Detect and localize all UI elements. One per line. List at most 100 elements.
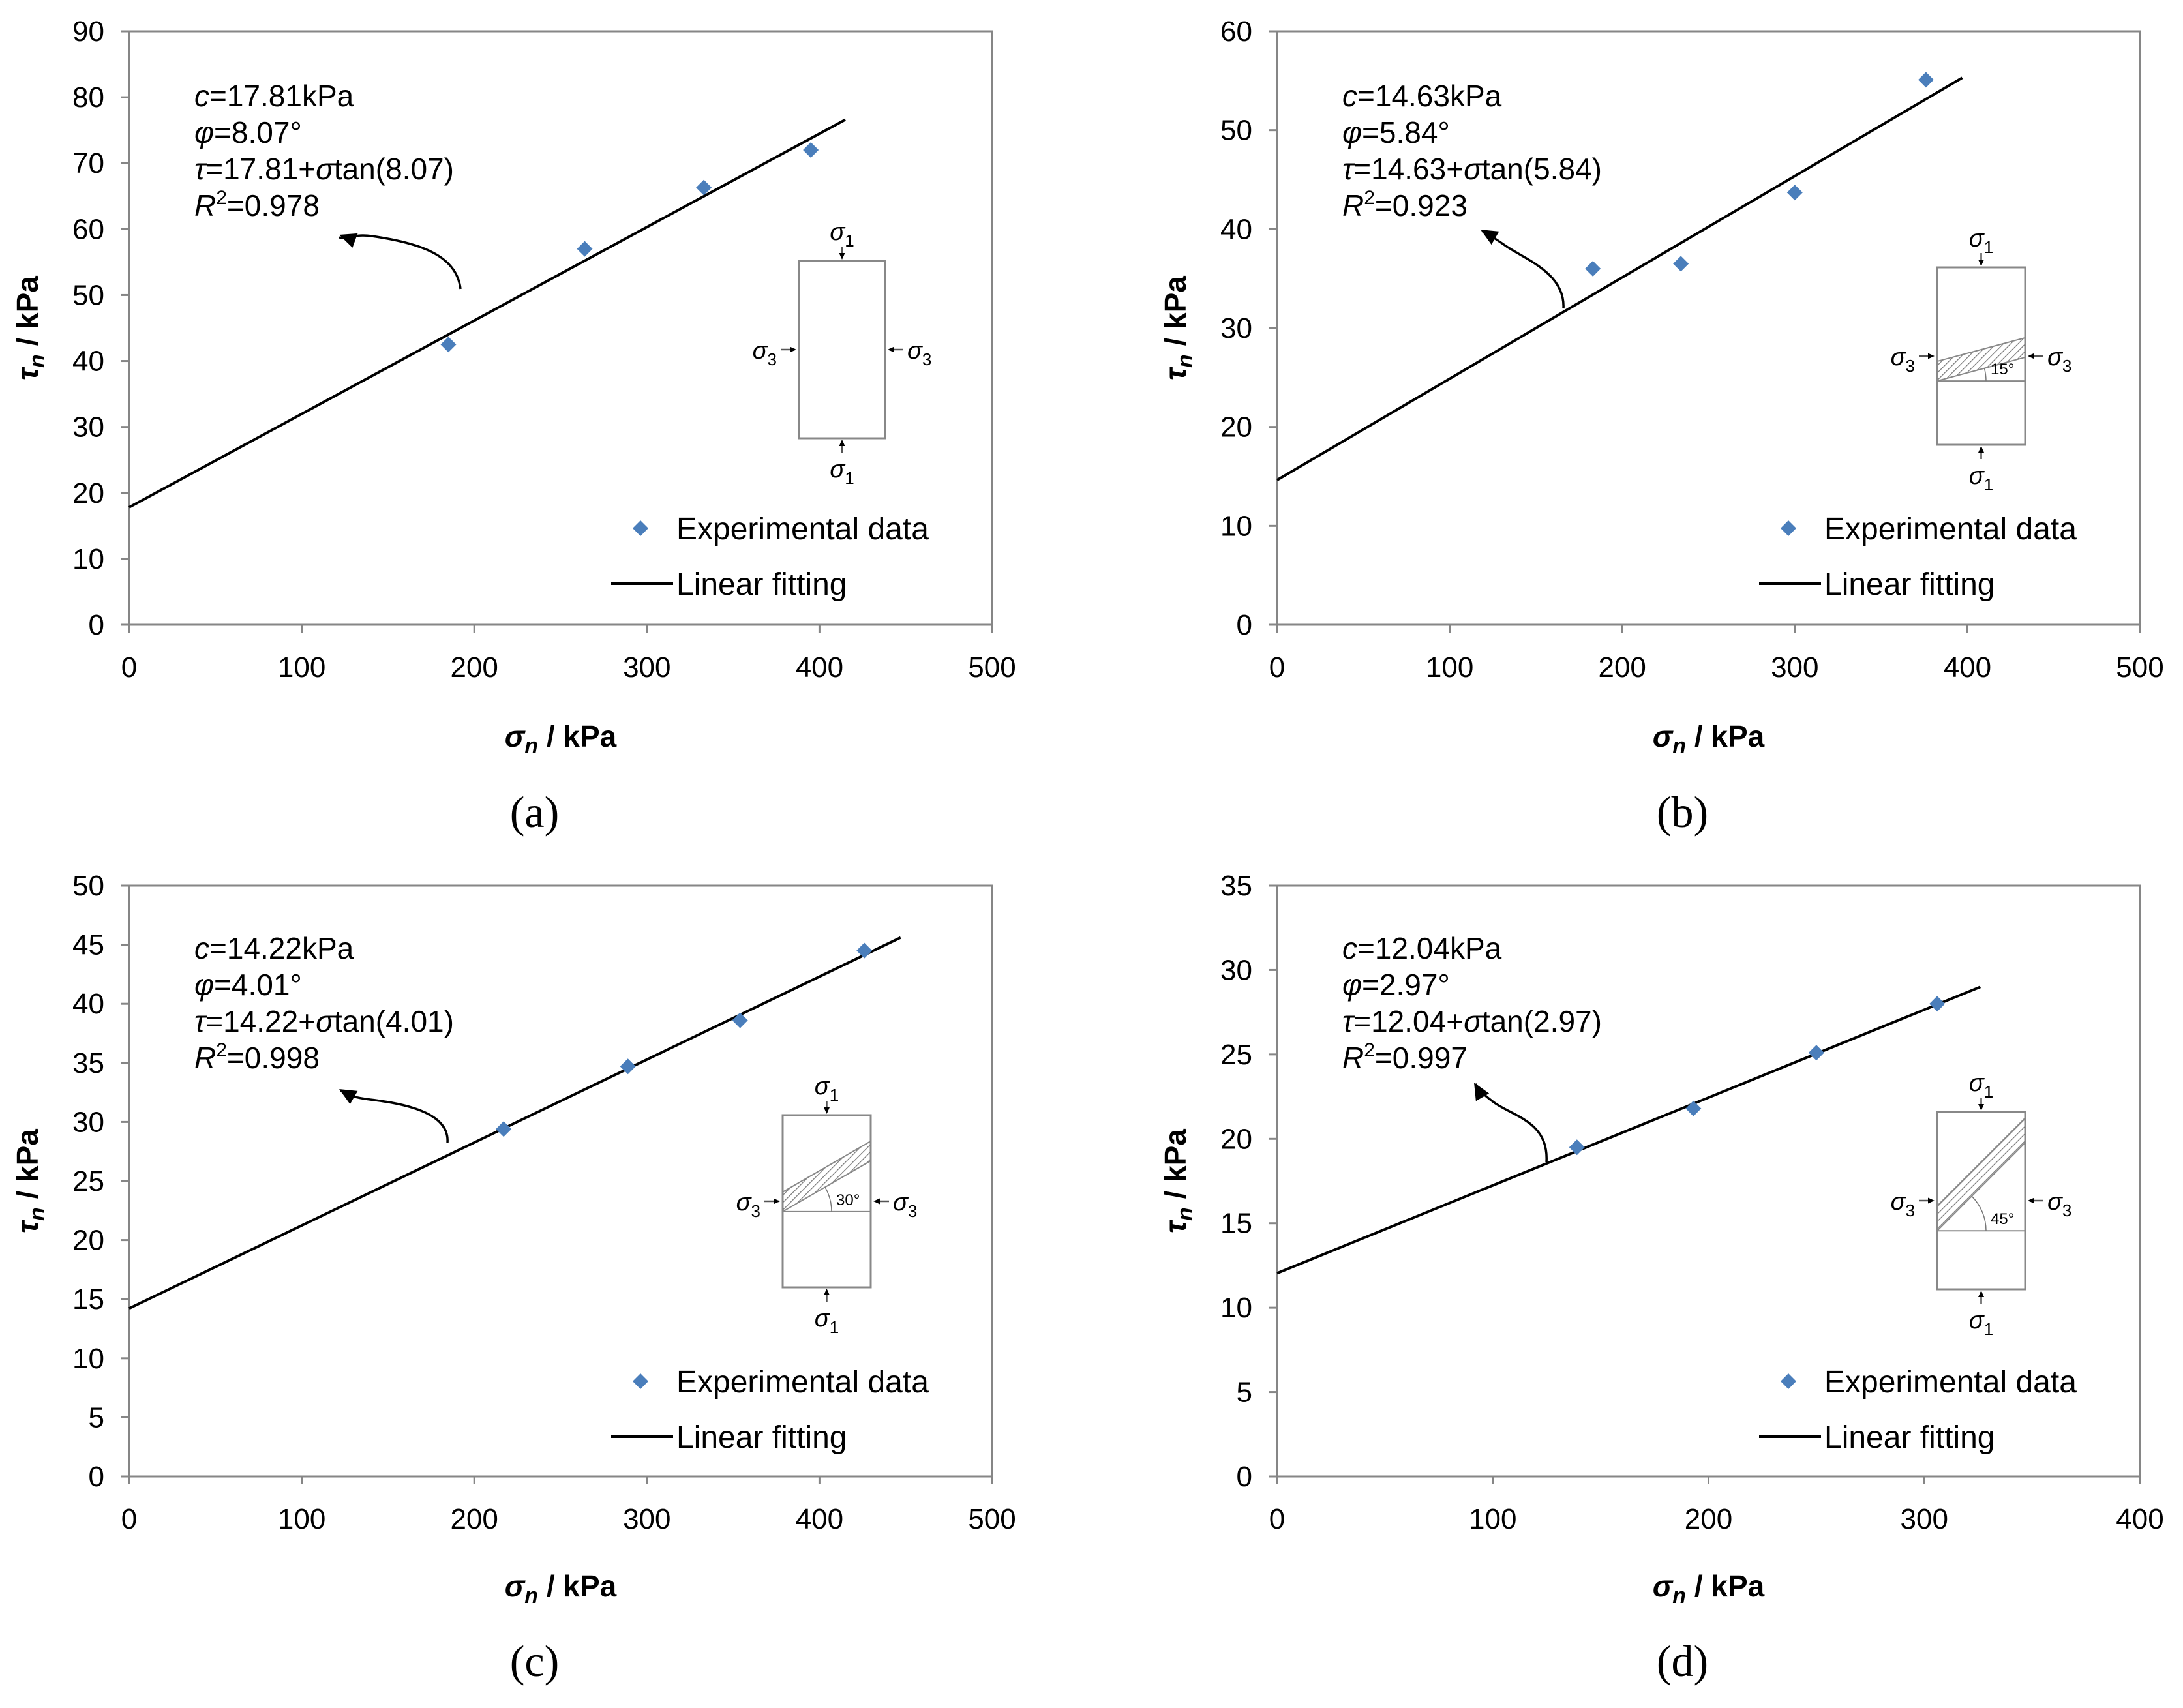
sigma1-bottom-label: σ1 <box>830 456 854 488</box>
sigma3-right-label: σ3 <box>2047 344 2071 376</box>
annotation-friction-angle: φ=5.84° <box>1342 115 1450 149</box>
y-tick-label: 60 <box>1220 16 1252 48</box>
plot-area <box>128 30 993 626</box>
y-tick-label: 30 <box>1220 954 1252 986</box>
x-tick-label: 300 <box>1901 1503 1948 1535</box>
annotation-arrow-head <box>339 1089 358 1105</box>
sigma3-left-label: σ3 <box>753 337 777 369</box>
load-arrow-right-head <box>873 1198 880 1205</box>
legend-marker-scatter <box>1781 520 1796 536</box>
y-tick-label: 40 <box>72 346 104 378</box>
y-tick-label: 30 <box>72 412 104 443</box>
legend-label-scatter: Experimental data <box>676 512 929 547</box>
data-point <box>1569 1139 1585 1156</box>
load-arrow-bottom-head <box>1978 1291 1984 1297</box>
data-point <box>1918 72 1934 88</box>
panel-label: (b) <box>1657 787 1708 837</box>
load-arrow-left-head <box>790 346 796 353</box>
x-tick-label: 0 <box>121 652 137 683</box>
data-point <box>1673 256 1689 272</box>
data-point <box>1808 1045 1824 1061</box>
weak-layer <box>1936 1116 2026 1233</box>
y-tick-label: 10 <box>72 543 104 575</box>
y-tick-label: 0 <box>89 1461 104 1493</box>
x-tick-label: 200 <box>450 1503 498 1535</box>
data-point <box>696 179 712 196</box>
data-point <box>1929 996 1946 1012</box>
weak-layer <box>1936 337 2026 382</box>
annotation-friction-angle: φ=8.07° <box>194 115 302 149</box>
annotation-cohesion: c=14.63kPa <box>1342 79 1502 113</box>
x-tick-label: 400 <box>796 652 843 683</box>
legend-label-line: Linear fitting <box>676 567 847 602</box>
sigma1-top-label: σ1 <box>1969 1070 1993 1101</box>
sigma1-bottom-label: σ1 <box>1969 1307 1993 1339</box>
panel-a: 0 10 20 30 40 50 60 70 80 90 0 100 200 300 400 500 σn / … <box>10 16 1016 837</box>
data-point <box>1585 261 1601 277</box>
x-tick-label: 200 <box>1598 652 1646 683</box>
fit-line <box>128 118 847 509</box>
y-tick-label: 10 <box>1220 510 1252 542</box>
x-axis-label: σn / kPa <box>505 1569 617 1608</box>
data-point <box>496 1121 512 1137</box>
legend: Experimental data Linear fitting <box>1759 512 2077 602</box>
layer-angle-label: 15° <box>1991 361 2014 378</box>
legend-label-scatter: Experimental data <box>1824 512 2077 547</box>
sigma3-left-label: σ3 <box>736 1189 760 1221</box>
x-tick-label: 500 <box>968 1503 1016 1535</box>
y-tick-label: 50 <box>1220 115 1252 147</box>
y-tick-label: 40 <box>72 988 104 1020</box>
annotation-arrow <box>339 1089 449 1143</box>
y-tick-label: 60 <box>72 213 104 245</box>
y-axis-label: τn / kPa <box>10 276 50 380</box>
y-tick-label: 40 <box>1220 213 1252 245</box>
x-tick-label: 200 <box>1685 1503 1732 1535</box>
y-tick-label: 10 <box>72 1343 104 1375</box>
annotation-arrow <box>339 234 462 290</box>
fit-line <box>128 936 901 1310</box>
annotation-equation: τ=12.04+σtan(2.97) <box>1342 1004 1602 1038</box>
annotation-arrow-head <box>1474 1083 1490 1101</box>
annotation-cohesion: c=12.04kPa <box>1342 931 1502 965</box>
annotation-r-squared: R2=0.923 <box>1342 187 1468 222</box>
y-tick-label: 20 <box>72 477 104 509</box>
sigma1-top-label: σ1 <box>830 218 854 250</box>
weak-layer <box>782 1140 871 1213</box>
layer-angle-label: 45° <box>1991 1210 2014 1228</box>
load-arrow-top-head <box>1978 260 1984 266</box>
y-tick-label: 30 <box>1220 312 1252 344</box>
y-tick-label: 25 <box>72 1165 104 1197</box>
specimen-inset: σ1 σ1 σ3 σ3 45° <box>1891 1070 2072 1339</box>
annotation-arrow-head <box>339 233 358 248</box>
x-tick-label: 300 <box>623 652 670 683</box>
annotation: c=12.04kPaφ=2.97°τ=12.04+σtan(2.97)R2=0.… <box>1342 931 1602 1075</box>
y-axis-label: τn / kPa <box>10 1129 50 1233</box>
legend: Experimental data Linear fitting <box>611 1365 929 1455</box>
y-tick-label: 20 <box>1220 412 1252 443</box>
x-tick-label: 300 <box>1771 652 1818 683</box>
y-tick-label: 70 <box>72 147 104 179</box>
annotation-equation: τ=14.63+σtan(5.84) <box>1342 152 1602 186</box>
annotation: c=17.81kPaφ=8.07°τ=17.81+σtan(8.07)R2=0.… <box>194 79 454 222</box>
x-tick-label: 0 <box>121 1503 137 1535</box>
x-tick-label: 100 <box>1426 652 1473 683</box>
load-arrow-bottom-head <box>824 1289 830 1295</box>
load-arrow-left-head <box>774 1198 780 1205</box>
y-tick-label: 80 <box>72 82 104 113</box>
load-arrow-top-head <box>1978 1104 1984 1111</box>
y-tick-label: 10 <box>1220 1292 1252 1324</box>
legend-label-scatter: Experimental data <box>1824 1365 2077 1400</box>
annotation-friction-angle: φ=2.97° <box>1342 968 1450 1002</box>
annotation-arrow <box>1481 230 1565 309</box>
y-tick-label: 25 <box>1220 1039 1252 1071</box>
panel-label: (d) <box>1657 1636 1708 1686</box>
data-point <box>577 241 593 257</box>
x-tick-label: 300 <box>623 1503 670 1535</box>
y-tick-label: 0 <box>1237 1461 1252 1493</box>
fit-line <box>1276 76 1963 481</box>
data-point <box>803 142 819 158</box>
sigma1-top-label: σ1 <box>1969 225 1993 257</box>
x-tick-label: 500 <box>968 652 1016 683</box>
